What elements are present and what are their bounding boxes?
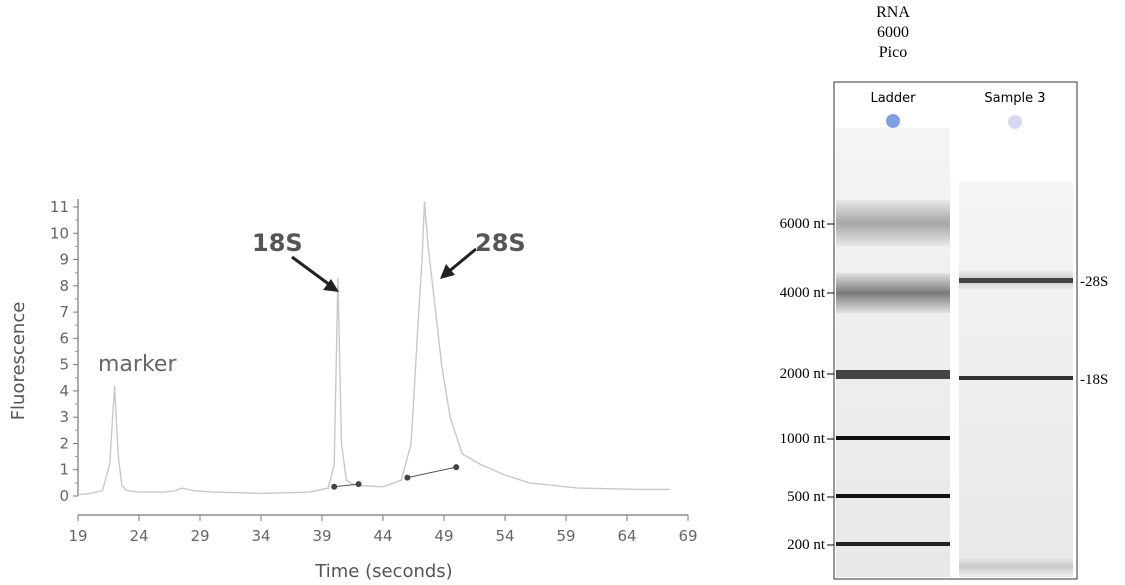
- ladder-label-4000: 4000 nt: [780, 285, 826, 301]
- annotation-28s: 28S: [475, 229, 526, 257]
- y-tick-label: 4: [59, 382, 69, 400]
- ladder-band-2000: [836, 370, 950, 379]
- sample-band-bottom: [959, 556, 1073, 576]
- y-tick-labels: 0 1 2 3 4 5 6 7 8 9 10 11: [50, 198, 78, 505]
- peak-marker: [453, 464, 460, 471]
- baseline-segment: [334, 466, 457, 488]
- x-axis-label: Time (seconds): [314, 561, 452, 582]
- peak-markers: [331, 464, 460, 490]
- y-tick-label: 9: [59, 251, 69, 269]
- x-tick-label: 69: [678, 527, 697, 545]
- x-tick-label: 44: [373, 527, 392, 545]
- sample-band-28s: [959, 278, 1073, 283]
- ladder-band-1000: [836, 436, 950, 440]
- y-tick-label: 6: [59, 329, 69, 347]
- x-tick-label: 24: [129, 527, 148, 545]
- ladder-label-2000: 2000 nt: [780, 366, 826, 382]
- fluorescence-trace: [77, 201, 670, 496]
- x-tick-label: 64: [617, 527, 636, 545]
- ladder-label-500: 500 nt: [787, 489, 826, 505]
- y-tick-label: 3: [59, 408, 69, 426]
- y-tick-label: 8: [59, 277, 69, 295]
- ladder-label-1000: 1000 nt: [780, 431, 826, 447]
- arrow-28s: [440, 247, 477, 279]
- sample-label-28s: -28S: [1080, 274, 1108, 290]
- gel-title-line-1: RNA: [876, 4, 910, 21]
- arrow-18s: [291, 255, 339, 292]
- ladder-label-200: 200 nt: [787, 537, 826, 553]
- x-tick-label: 39: [312, 527, 331, 545]
- y-axis-label: Fluorescence: [8, 302, 29, 421]
- ladder-label-6000: 6000 nt: [780, 216, 826, 232]
- x-tick-label: 19: [68, 527, 87, 545]
- annotation-18s: 18S: [252, 229, 303, 257]
- y-tick-label: 7: [59, 303, 69, 321]
- gel-title-line-3: Pico: [879, 44, 907, 61]
- y-tick-label: 2: [59, 434, 69, 452]
- x-tick-label: 34: [251, 527, 270, 545]
- x-tick-labels: 19 24 29 34 39 44 49 54 59 64 69: [68, 515, 698, 545]
- ladder-band-500: [836, 494, 950, 498]
- peak-marker: [331, 483, 338, 490]
- lane-dot-ladder: [886, 114, 900, 128]
- y-tick-label: 5: [59, 356, 69, 374]
- lane-dot-sample-3: [1008, 115, 1022, 129]
- lane-label-ladder: Ladder: [870, 91, 916, 106]
- gel-image: RNA 6000 Pico L: [780, 4, 1108, 580]
- x-tick-label: 29: [190, 527, 209, 545]
- lane-label-sample-3: Sample 3: [984, 91, 1045, 106]
- x-tick-label: 49: [434, 527, 453, 545]
- sample-band-18s: [959, 376, 1073, 380]
- peak-marker: [404, 474, 411, 481]
- annotation-marker: marker: [98, 352, 177, 377]
- ladder-band-200: [836, 542, 950, 546]
- gel-title-line-2: 6000: [877, 24, 909, 41]
- ladder-band-6000: [836, 200, 950, 246]
- x-tick-label: 54: [495, 527, 514, 545]
- peak-marker: [355, 481, 362, 488]
- sample-label-18s: -18S: [1080, 372, 1108, 388]
- ladder-band-4000: [836, 273, 950, 313]
- ladder-lane: [836, 128, 950, 577]
- ladder-ticks: [827, 223, 834, 546]
- y-tick-label: 1: [59, 461, 69, 479]
- y-tick-label: 0: [59, 487, 69, 505]
- y-tick-label: 10: [50, 224, 69, 242]
- y-tick-label: 11: [50, 198, 69, 216]
- x-tick-label: 59: [556, 527, 575, 545]
